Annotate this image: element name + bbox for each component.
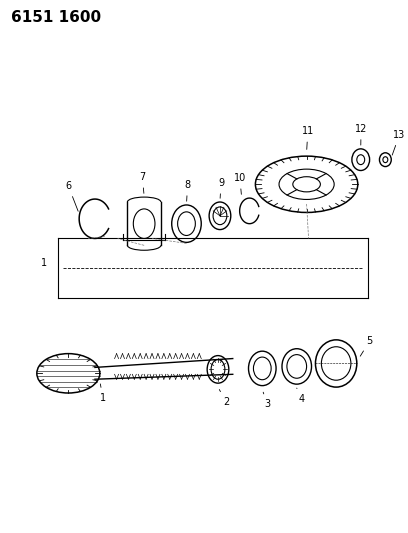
Text: 9: 9 [218,178,224,198]
Text: 6: 6 [65,181,78,211]
Text: 13: 13 [392,130,406,155]
Text: 4: 4 [297,388,305,404]
Text: 10: 10 [234,173,246,195]
Text: 3: 3 [263,392,271,409]
Text: 12: 12 [355,124,367,145]
Text: 8: 8 [184,180,191,201]
Text: 1: 1 [100,384,106,403]
Text: 5: 5 [360,336,373,356]
Text: 6151 1600: 6151 1600 [11,10,101,25]
Text: 7: 7 [139,172,146,193]
Text: 1: 1 [41,258,47,268]
Text: 2: 2 [220,390,229,407]
Text: 11: 11 [302,126,314,149]
